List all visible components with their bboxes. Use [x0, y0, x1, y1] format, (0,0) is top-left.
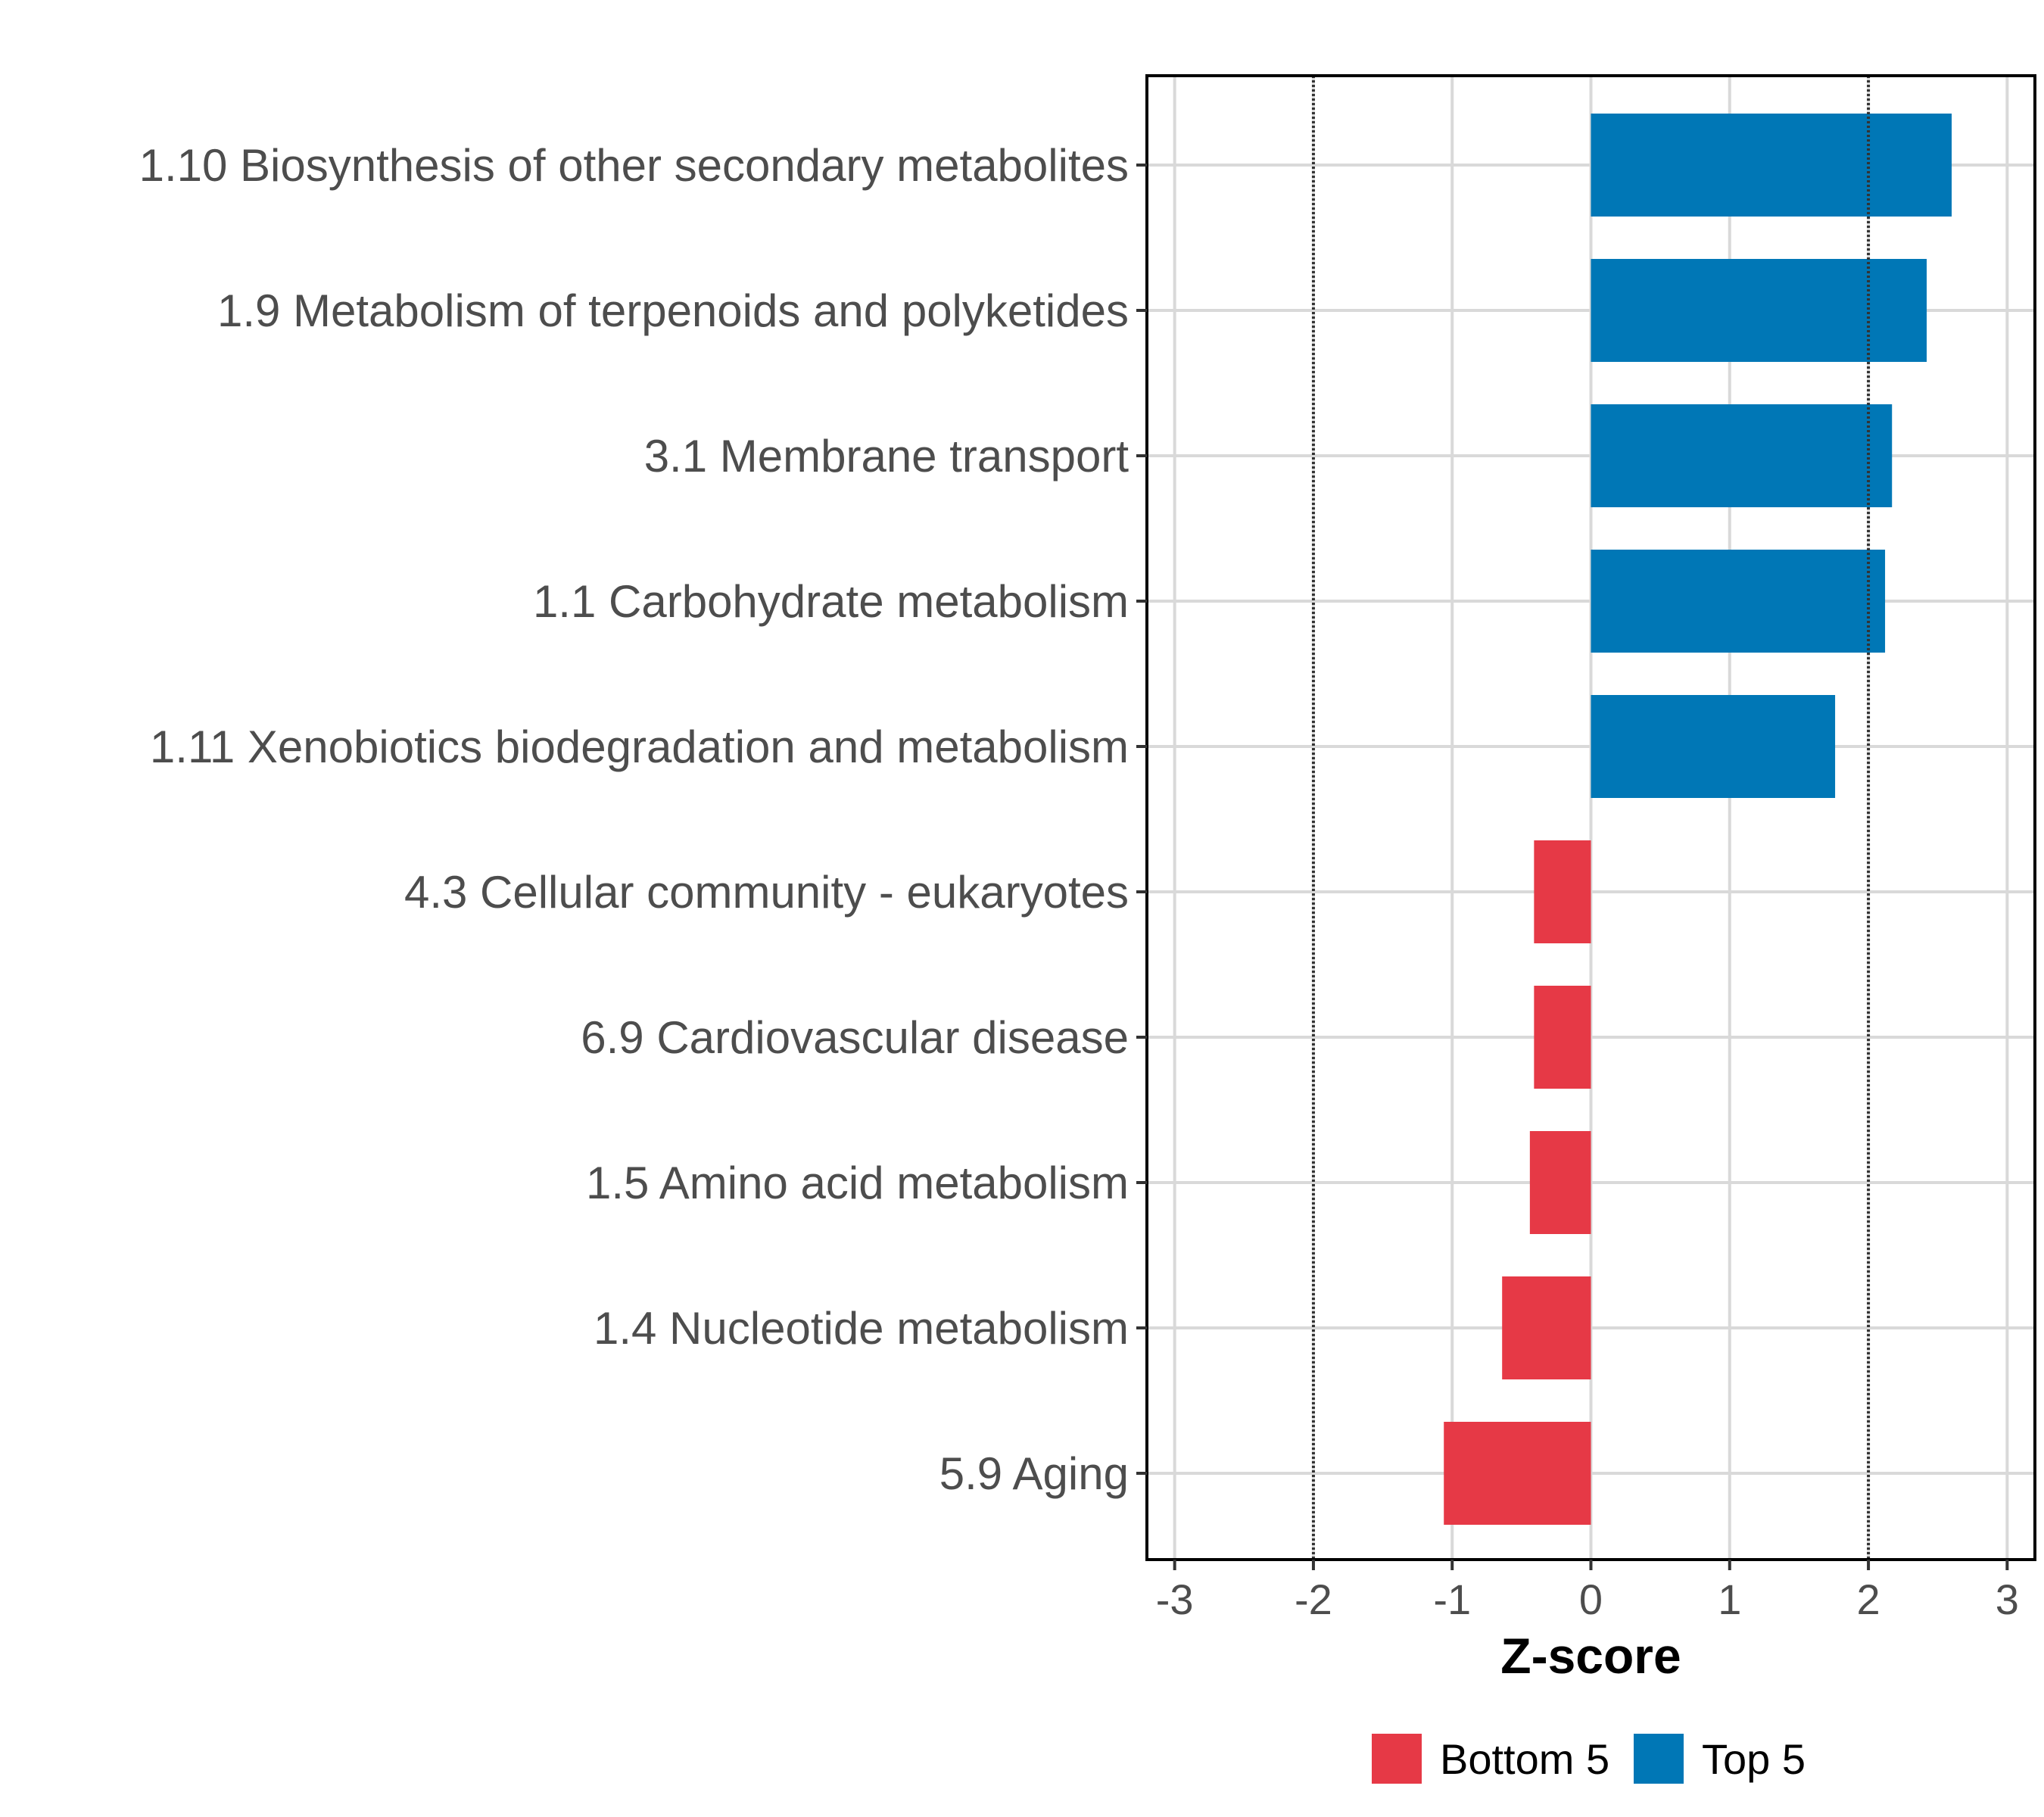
x-tick-label: -3: [1156, 1575, 1194, 1623]
x-tick-label: 1: [1718, 1575, 1741, 1623]
legend-label-1: Bottom 5: [1440, 1735, 1609, 1783]
category-label: 1.10 Biosynthesis of other secondary met…: [139, 140, 1129, 191]
category-label: 1.4 Nucleotide metabolism: [594, 1303, 1129, 1354]
bar-9: [1502, 1276, 1591, 1379]
category-label: 1.11 Xenobiotics biodegradation and meta…: [150, 722, 1129, 772]
bar-1: [1591, 114, 1952, 217]
bar-6: [1534, 840, 1591, 943]
category-label: 3.1 Membrane transport: [644, 431, 1129, 482]
bar-4: [1591, 550, 1886, 653]
category-label: 4.3 Cellular community - eukaryotes: [404, 867, 1129, 918]
bar-2: [1591, 259, 1927, 362]
category-label: 6.9 Cardiovascular disease: [581, 1012, 1129, 1063]
x-tick-label: -2: [1295, 1575, 1332, 1623]
x-tick-label: 0: [1579, 1575, 1603, 1623]
bar-8: [1529, 1131, 1591, 1234]
legend-swatch-1: [1372, 1734, 1422, 1784]
legend-swatch-2: [1634, 1734, 1684, 1784]
category-label: 5.9 Aging: [939, 1448, 1129, 1499]
category-label: 1.5 Amino acid metabolism: [586, 1158, 1129, 1208]
x-axis-title: Z-score: [1500, 1628, 1681, 1684]
bar-7: [1534, 986, 1591, 1089]
x-tick-label: -1: [1433, 1575, 1471, 1623]
bar-10: [1444, 1422, 1591, 1525]
bar-3: [1591, 404, 1893, 507]
bar-5: [1591, 695, 1836, 798]
x-tick-label: 2: [1856, 1575, 1880, 1623]
x-tick-label: 3: [1996, 1575, 2019, 1623]
category-label: 1.9 Metabolism of terpenoids and polyket…: [217, 285, 1129, 336]
category-label: 1.1 Carbohydrate metabolism: [533, 576, 1129, 627]
legend-label-2: Top 5: [1702, 1735, 1806, 1783]
